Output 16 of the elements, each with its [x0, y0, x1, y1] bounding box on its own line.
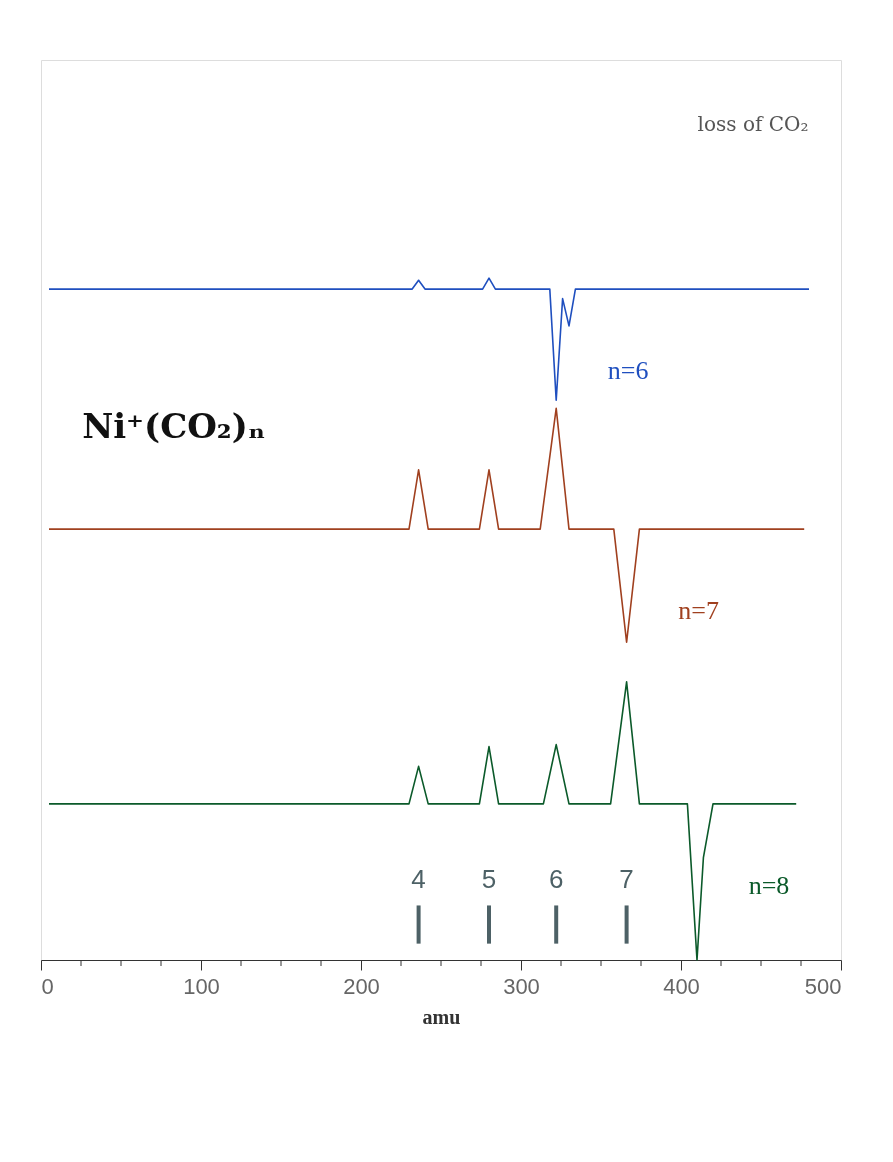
- annotation: 6: [548, 863, 564, 894]
- x-tick-label: 100: [183, 973, 220, 999]
- x-tick-label: 200: [343, 973, 380, 999]
- text: Ni⁺(CO₂)ₙ: [82, 406, 266, 447]
- x-tick-label: 400: [663, 973, 700, 999]
- series-label: n=8: [748, 870, 790, 900]
- annotation: 5: [481, 863, 497, 894]
- series-label: n=7: [678, 595, 719, 625]
- annotation: 4: [411, 863, 426, 894]
- annotation: 7: [619, 863, 634, 894]
- x-tick-label: 500: [804, 973, 842, 999]
- x-tick-label: 0: [41, 973, 54, 999]
- x-tick-label: 300: [503, 973, 540, 999]
- text: loss of CO₂: [697, 111, 809, 136]
- series-label: n=6: [607, 355, 649, 385]
- x-axis-title: amu: [422, 1005, 461, 1028]
